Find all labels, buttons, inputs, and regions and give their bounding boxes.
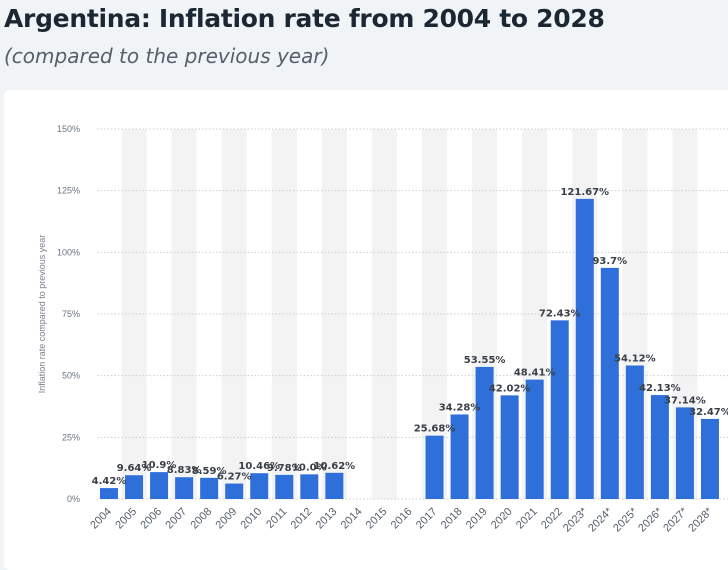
bar[interactable] [450, 414, 469, 499]
bar[interactable] [525, 379, 544, 499]
x-tick-label: 2021 [514, 506, 540, 532]
data-label: 72.43% [539, 308, 581, 319]
x-tick-label: 2007 [163, 506, 189, 532]
bar[interactable] [500, 395, 519, 499]
data-label: 8.59% [192, 466, 227, 477]
x-tick-label: 2005 [113, 506, 139, 532]
data-labels: 4.42% 9.64%10.9%8.83%8.59%6.27%10.46%9.78… [92, 187, 728, 487]
bar[interactable] [200, 477, 219, 499]
y-tick-label: 25% [62, 432, 80, 442]
data-label: 10.62% [314, 461, 356, 472]
bar[interactable] [575, 198, 594, 499]
data-label: 9.78% [267, 463, 302, 474]
x-tick-label: 2014 [339, 506, 365, 532]
data-label: 54.12% [614, 354, 656, 365]
bar[interactable] [650, 395, 669, 499]
y-tick-label: 50% [62, 371, 80, 381]
data-label: 4.42% [92, 476, 127, 487]
page-subtitle: (compared to the previous year) [4, 44, 330, 68]
data-label: 42.13% [639, 383, 681, 394]
data-label: 25.68% [414, 424, 456, 435]
bar[interactable] [675, 407, 694, 499]
y-tick-label: 150% [57, 124, 80, 134]
bar[interactable] [475, 366, 494, 499]
bar[interactable] [700, 418, 719, 499]
data-label: 121.67% [560, 187, 609, 198]
x-tick-label: 2028* [686, 505, 715, 534]
data-label: 48.41% [514, 368, 556, 379]
bar[interactable] [275, 474, 294, 499]
y-tick-label: 0% [67, 494, 80, 504]
x-tick-label: 2024* [586, 505, 615, 534]
data-label: 9.64% [117, 463, 152, 474]
data-label: 53.55% [464, 355, 506, 366]
x-tick-label: 2009 [214, 506, 240, 532]
bar[interactable] [550, 320, 569, 499]
x-tick-label: 2012 [289, 506, 315, 532]
x-tick-label: 2018 [439, 506, 465, 532]
x-tick-label: 2011 [264, 506, 289, 531]
y-tick-label: 75% [62, 309, 80, 319]
y-axis-title: Inflation rate compared to previous year [37, 235, 47, 394]
bar[interactable] [625, 365, 644, 499]
bar[interactable] [150, 472, 169, 499]
x-tick-label: 2017 [414, 506, 440, 532]
bar[interactable] [425, 435, 444, 499]
x-tick-label: 2008 [188, 506, 214, 532]
y-tick-labels: 0% 25% 50% 75% 100% 125% 150% [57, 124, 80, 504]
bars [100, 198, 719, 499]
x-tick-label: 2019 [464, 506, 490, 532]
data-label: 42.02% [489, 383, 531, 394]
data-label: 8.83% [167, 465, 202, 476]
bar[interactable] [125, 475, 144, 499]
x-tick-label: 2023* [561, 505, 590, 534]
x-tick-label: 2010 [239, 506, 265, 532]
x-tick-label: 2020 [489, 506, 515, 532]
x-tick-label: 2013 [314, 506, 340, 532]
data-label: 10.0% [292, 462, 327, 473]
x-tick-label: 2022 [539, 506, 565, 532]
bar[interactable] [250, 473, 269, 499]
bar[interactable] [175, 477, 194, 499]
x-tick-label: 2026* [636, 505, 665, 534]
y-tick-label: 125% [57, 186, 80, 196]
data-label: 34.28% [439, 402, 481, 413]
x-tick-label: 2025* [611, 505, 640, 534]
x-tick-label: 2015 [364, 506, 390, 532]
x-tick-label: 2027* [661, 505, 690, 534]
y-tick-label: 100% [57, 247, 80, 257]
bar[interactable] [100, 488, 118, 499]
data-label: 6.27% [217, 472, 252, 483]
data-label: 93.7% [592, 256, 627, 267]
page-title: Argentina: Inflation rate from 2004 to 2… [4, 4, 605, 33]
bar[interactable] [300, 474, 319, 499]
x-tick-label: 2016 [389, 506, 415, 532]
bar[interactable] [225, 483, 244, 499]
x-tick-label: 2006 [138, 506, 164, 532]
inflation-bar-chart: 0%25%50%75%100%125%150% 4.42%9.64%10.9%8… [37, 124, 728, 534]
data-label: 37.14% [664, 395, 706, 406]
bar[interactable] [325, 472, 344, 499]
data-label: 10.9% [142, 460, 177, 471]
bar[interactable] [600, 267, 619, 499]
data-label: 10.46% [238, 461, 280, 472]
x-tick-label: 2004 [88, 506, 114, 532]
data-label: 32.47% [689, 407, 728, 418]
x-tick-labels: 2004 2005 2006 2007 2008 2009 2010 2011 2012 2013… [88, 505, 715, 534]
